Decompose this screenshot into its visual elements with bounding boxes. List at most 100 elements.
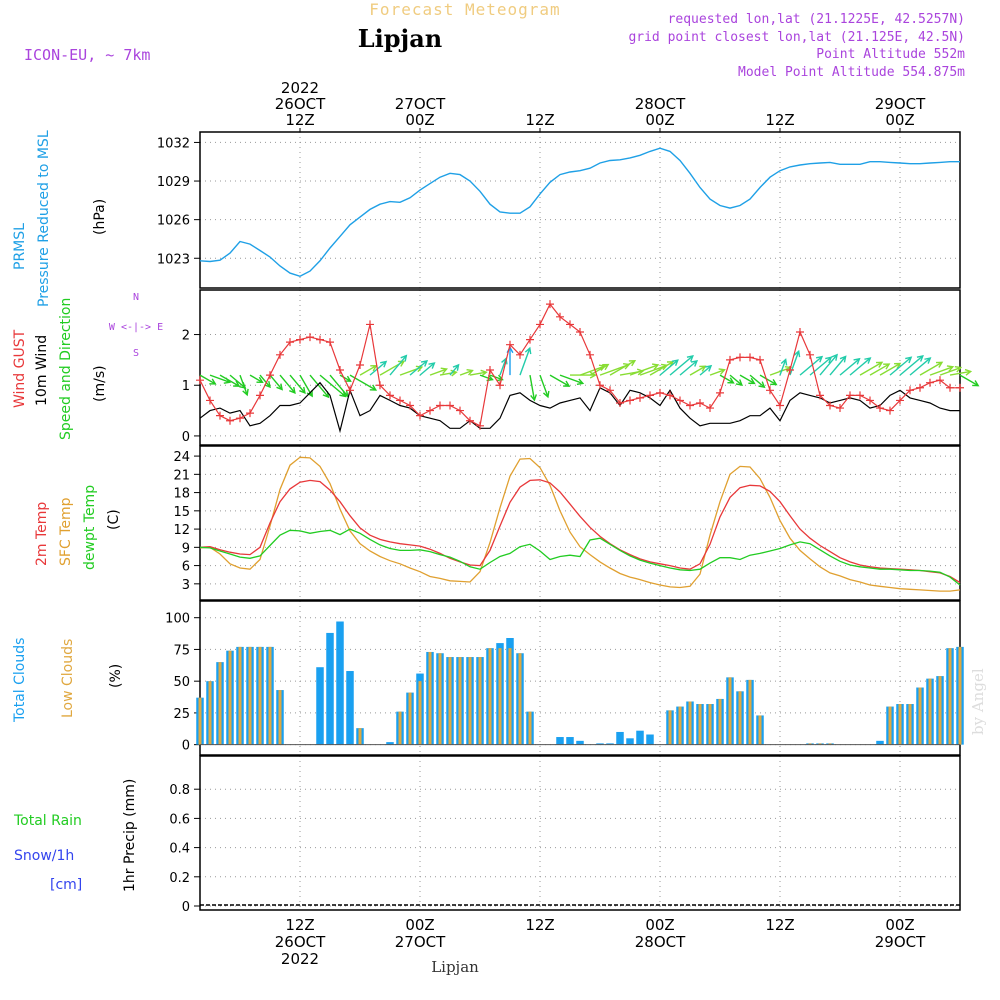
wind-arrow-head bbox=[428, 362, 436, 369]
gust-marker bbox=[876, 404, 884, 413]
total-cloud-bar bbox=[576, 740, 584, 745]
wind-arrow-head bbox=[831, 353, 838, 361]
total-cloud-bar bbox=[326, 632, 334, 745]
wind-arrow-head bbox=[397, 360, 406, 367]
low-cloud-bar bbox=[928, 678, 932, 745]
bottom-time-label: 29OCT bbox=[875, 933, 926, 951]
total-cloud-bar bbox=[316, 667, 324, 745]
gust-marker bbox=[266, 371, 274, 380]
wind-arrow-head bbox=[233, 380, 241, 387]
wind-arrow bbox=[859, 361, 883, 376]
low-cloud-bar bbox=[738, 691, 742, 745]
gust-marker bbox=[486, 366, 494, 375]
gust-marker bbox=[836, 404, 844, 413]
wind-arrow bbox=[649, 361, 674, 376]
wind-arrow bbox=[819, 354, 838, 376]
wind-arrow-head bbox=[256, 376, 264, 384]
wind-gust-line bbox=[199, 302, 960, 427]
wind-arrow-head bbox=[589, 371, 597, 379]
total-cloud-bar bbox=[346, 671, 354, 745]
gust-marker bbox=[436, 401, 444, 410]
wind-arrow bbox=[499, 358, 507, 376]
low-cloud-bar bbox=[458, 657, 462, 745]
wind-arrow-head bbox=[524, 346, 532, 355]
wind-arrow-head bbox=[727, 377, 735, 384]
wind-arrow bbox=[879, 362, 901, 376]
wind-arrow bbox=[479, 374, 493, 381]
gust-marker bbox=[766, 386, 774, 395]
top-time-label: 12Z bbox=[525, 111, 554, 129]
total-cloud-bar bbox=[636, 730, 644, 745]
grid-point-coords: grid point closest lon,lat (21.125E, 42.… bbox=[628, 30, 965, 45]
wind-arrow bbox=[839, 358, 860, 376]
wind-arrow-head bbox=[563, 380, 571, 387]
wind-arrow bbox=[899, 355, 924, 376]
total-cloud-bar bbox=[616, 731, 624, 745]
gust-marker bbox=[396, 396, 404, 405]
gust-marker bbox=[896, 396, 904, 405]
wind-arrow-head bbox=[946, 365, 955, 372]
gust-marker bbox=[596, 381, 604, 390]
wind-arrow bbox=[709, 369, 725, 376]
model-label: ICON-EU, ~ 7km bbox=[24, 46, 150, 64]
requested-coords: requested lon,lat (21.1225E, 42.5257N) bbox=[668, 12, 965, 27]
wind-arrow-head bbox=[864, 357, 872, 364]
gust-marker bbox=[866, 396, 874, 405]
ytick-label-precip: 0.2 bbox=[169, 871, 190, 886]
gust-marker bbox=[256, 391, 264, 400]
wind-arrow-head bbox=[415, 365, 424, 373]
precip-labels: Total Rain Snow/1h [cm] 1hr Precip (mm) bbox=[13, 779, 138, 893]
temp-labels: 2m Temp SFC Temp dewpt Temp (C) bbox=[34, 485, 122, 570]
ytick-label-temp: 12 bbox=[173, 523, 190, 538]
gust-marker bbox=[356, 360, 364, 369]
forecast-title: Forecast Meteogram bbox=[369, 0, 560, 19]
wind-arrow-head bbox=[264, 380, 271, 389]
snow-unit-label: [cm] bbox=[50, 877, 82, 893]
ytick-label-clouds: 100 bbox=[165, 612, 190, 627]
celsius-label: (C) bbox=[106, 509, 122, 530]
gust-marker bbox=[516, 350, 524, 359]
compass-we: W <-|-> E bbox=[109, 322, 163, 333]
wind-arrow bbox=[199, 374, 216, 385]
gust-marker bbox=[466, 416, 474, 425]
ytick-label-pressure: 1032 bbox=[157, 136, 190, 151]
gust-marker bbox=[296, 335, 304, 344]
ytick-label-clouds: 25 bbox=[173, 707, 190, 722]
wind-arrow bbox=[529, 374, 536, 401]
panel-frame-clouds bbox=[199, 600, 961, 756]
wind-arrow-head bbox=[242, 388, 249, 397]
bottom-time-label: 12Z bbox=[525, 916, 554, 934]
temp2m-label: 2m Temp bbox=[34, 502, 50, 566]
panel-frame-precip bbox=[199, 755, 961, 911]
wind-arrow-head bbox=[815, 355, 824, 363]
total-cloud-bar bbox=[566, 737, 574, 745]
gust-marker bbox=[646, 391, 654, 400]
ytick-label-temp: 24 bbox=[173, 450, 190, 465]
wind-arrow bbox=[609, 360, 636, 376]
wind-arrow-head bbox=[344, 375, 352, 382]
low-cloud-bar bbox=[898, 704, 902, 745]
wind-arrow bbox=[679, 360, 698, 376]
gust-marker bbox=[336, 366, 344, 375]
low-cloud-bar bbox=[488, 648, 492, 745]
low-cloud-bar bbox=[758, 715, 762, 745]
ytick-label-temp: 15 bbox=[173, 505, 190, 520]
wind-arrow bbox=[469, 371, 487, 376]
wind-arrow bbox=[629, 364, 659, 376]
ytick-label-clouds: 50 bbox=[173, 675, 190, 690]
wind-arrow-head bbox=[875, 361, 884, 368]
gust-marker bbox=[446, 401, 454, 410]
low-cloud-bar bbox=[358, 728, 362, 745]
gust-marker bbox=[746, 353, 754, 362]
bottom-time-label: 00Z bbox=[645, 916, 674, 934]
precip-mm-label: 1hr Precip (mm) bbox=[122, 779, 138, 892]
gust-marker bbox=[806, 350, 814, 359]
total-clouds-label: Total Clouds bbox=[12, 638, 28, 723]
wind-arrow-head bbox=[905, 356, 913, 364]
wind-arrow-head bbox=[628, 360, 637, 367]
gust-marker bbox=[776, 401, 784, 410]
wind-arrow bbox=[869, 363, 890, 376]
top-time-label: 00Z bbox=[885, 111, 914, 129]
gust-marker bbox=[946, 383, 954, 392]
